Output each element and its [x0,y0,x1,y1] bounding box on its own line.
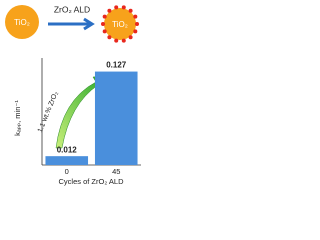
right-label: TiO₂ [112,20,128,29]
y-axis-label: kₐₚₚ, min⁻¹ [13,100,22,136]
zro2-dot [107,8,112,13]
zro2-dot [121,38,126,43]
x-axis-label: Cycles of ZrO₂ ALD [58,177,124,186]
tio2-particle [5,5,39,39]
zro2-dot [121,5,126,10]
zro2-dot [133,14,138,19]
zro2-dot [114,5,119,10]
coated-particle [101,5,139,43]
zro2-dot [133,29,138,34]
tio2-particle [104,8,136,40]
value-label: 0.127 [106,61,127,70]
chart: TiO₂ ZrO₂ ALD TiO₂ kₐₚₚ, min⁻¹ Cycles of… [5,4,141,186]
value-label: 0.012 [57,145,78,154]
bar [45,156,89,165]
bar [94,71,138,165]
zro2-dot [128,8,133,13]
zro2-dot [128,35,133,40]
x-tick-label: 45 [112,167,120,176]
arrow-label: ZrO₂ ALD [54,4,90,14]
zro2-dot [102,29,107,34]
zro2-dot [135,22,139,26]
zro2-dot [107,35,112,40]
zro2-dot [101,22,105,26]
annotation: 1.1 wt.% ZrO₂ [37,90,60,133]
zro2-dot [114,38,119,43]
x-tick-label: 0 [65,167,69,176]
left-label: TiO₂ [14,18,30,27]
process-arrow [48,17,95,31]
zro2-dot [102,14,107,19]
